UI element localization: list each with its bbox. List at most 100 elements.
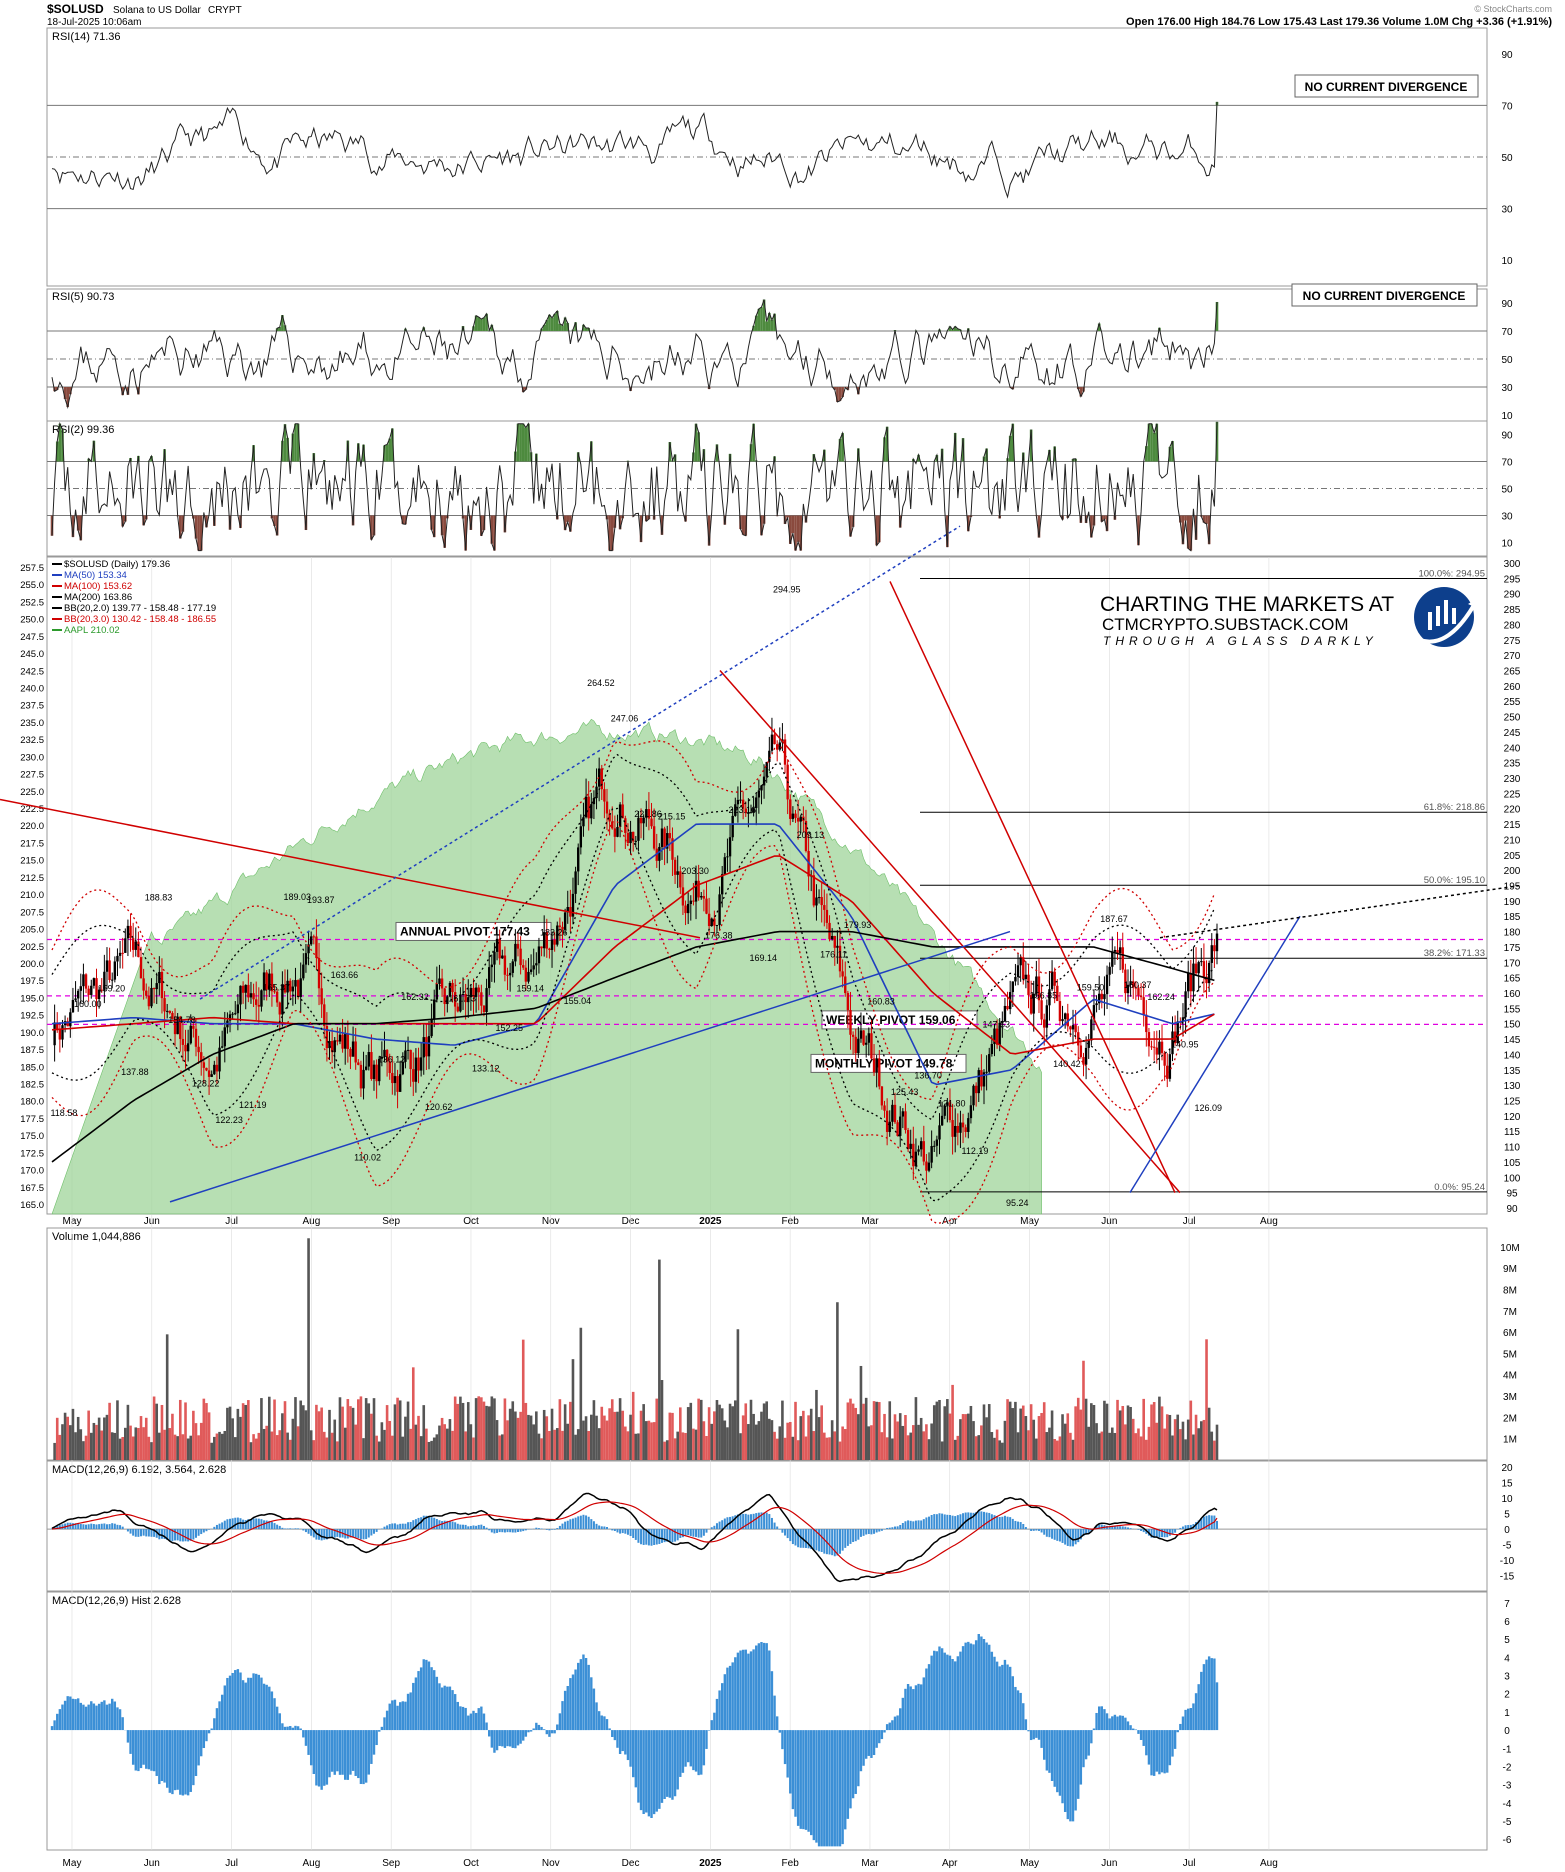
volume-bar (932, 1405, 936, 1460)
candle-body (1090, 1019, 1093, 1041)
candle-body (985, 1071, 988, 1073)
candle-body (260, 990, 263, 1007)
price-left-tick-label: 190.0 (20, 1028, 44, 1039)
candle-body (171, 1012, 174, 1019)
volume-bar (338, 1397, 342, 1460)
volume-bar (152, 1396, 156, 1460)
price-left-tick-label: 227.5 (20, 770, 44, 781)
candle-body (728, 837, 732, 857)
candle-body (192, 1025, 195, 1029)
macd-tick-label: -10 (1500, 1556, 1515, 1567)
candle-body (752, 808, 755, 813)
volume-bar (236, 1408, 240, 1460)
price-annotation-label: 209.13 (797, 830, 825, 840)
volume-bar (1202, 1419, 1206, 1460)
volume-bar (555, 1428, 559, 1460)
volume-bar (134, 1427, 138, 1460)
volume-bar (535, 1411, 538, 1460)
candle-body (954, 1125, 957, 1137)
candle-body (317, 958, 321, 989)
volume-bar (142, 1427, 145, 1460)
candle-body (362, 1069, 365, 1089)
candle-body (1124, 969, 1127, 994)
candle-body (503, 955, 507, 975)
volume-bar (584, 1416, 588, 1460)
price-left-tick-label: 240.0 (20, 684, 44, 695)
candle-body (210, 1074, 213, 1077)
month-label: Nov (542, 1858, 560, 1869)
volume-bar (61, 1424, 64, 1460)
candle-body (1158, 1041, 1161, 1055)
candle-body (1001, 1021, 1004, 1023)
candle-body (291, 986, 295, 992)
price-right-tick-label: 130 (1504, 1081, 1521, 1092)
candle-body (930, 1145, 933, 1163)
candle-body (508, 972, 512, 976)
candle-body (302, 964, 305, 979)
volume-bar (270, 1431, 274, 1460)
price-annotation-label: 118.58 (50, 1108, 77, 1118)
rsi5-tick-label: 70 (1501, 327, 1513, 338)
volume-bar (396, 1397, 399, 1460)
candle-body (707, 913, 711, 927)
volume-bar (655, 1398, 659, 1460)
price-right-tick-label: 280 (1504, 620, 1521, 631)
candle-body (713, 918, 716, 926)
month-label: Jul (1183, 1858, 1196, 1869)
symbol-label: $SOLUSD (47, 2, 104, 16)
candle-body (474, 987, 478, 997)
candle-body (980, 1070, 983, 1087)
candle-body (1048, 989, 1051, 1006)
candle-body (694, 880, 698, 902)
price-left-tick-label: 195.0 (20, 993, 44, 1004)
candle-body (747, 812, 750, 814)
candle-body (702, 896, 706, 899)
price-right-tick-label: 165 (1504, 974, 1521, 985)
volume-bar (524, 1402, 528, 1460)
rsi14-tick-label: 50 (1501, 153, 1513, 164)
candle-body (1019, 957, 1022, 966)
candle-body (1184, 991, 1187, 1018)
volume-bar (846, 1402, 850, 1460)
volume-bar (697, 1398, 700, 1460)
volume-bar (283, 1401, 287, 1460)
volume-bar (372, 1398, 376, 1460)
candle-body (1181, 1017, 1185, 1022)
pivot-label: MONTHLY PIVOT 149.78 (815, 1056, 953, 1070)
price-annotation-label: 160.37 (1124, 980, 1152, 990)
candle-body (289, 980, 292, 992)
volume-bar (165, 1334, 169, 1460)
volume-bar (1074, 1406, 1077, 1460)
candle-body (679, 871, 682, 888)
volume-bar (110, 1432, 114, 1460)
volume-bar (642, 1404, 645, 1460)
volume-bar (1152, 1402, 1156, 1460)
candle-body (951, 1120, 954, 1137)
candle-body (768, 750, 771, 762)
candle-body (84, 974, 88, 989)
candle-body (888, 1121, 891, 1132)
candle-body (666, 833, 669, 849)
candle-body (312, 936, 315, 938)
volume-bar (1097, 1433, 1101, 1460)
volume-bar (768, 1418, 771, 1460)
volume-bar (456, 1403, 460, 1460)
candle-body (273, 991, 276, 993)
volume-bar (241, 1403, 245, 1460)
volume-bar (1035, 1438, 1038, 1460)
volume-bar (249, 1442, 253, 1460)
volume-bar (702, 1421, 706, 1460)
candle-body (634, 840, 638, 842)
macd-tick-label: 0 (1504, 1525, 1510, 1536)
volume-bar (644, 1421, 648, 1460)
candle-body (453, 992, 457, 1007)
volume-bar (124, 1427, 127, 1460)
month-label: 2025 (699, 1858, 722, 1869)
candle-body (550, 939, 554, 950)
volume-bar (147, 1436, 151, 1460)
volume-bar (966, 1413, 970, 1460)
volume-bar (532, 1424, 536, 1460)
candle-body (105, 960, 109, 972)
candle-body (579, 826, 583, 848)
price-annotation-label: 112.19 (962, 1146, 989, 1156)
